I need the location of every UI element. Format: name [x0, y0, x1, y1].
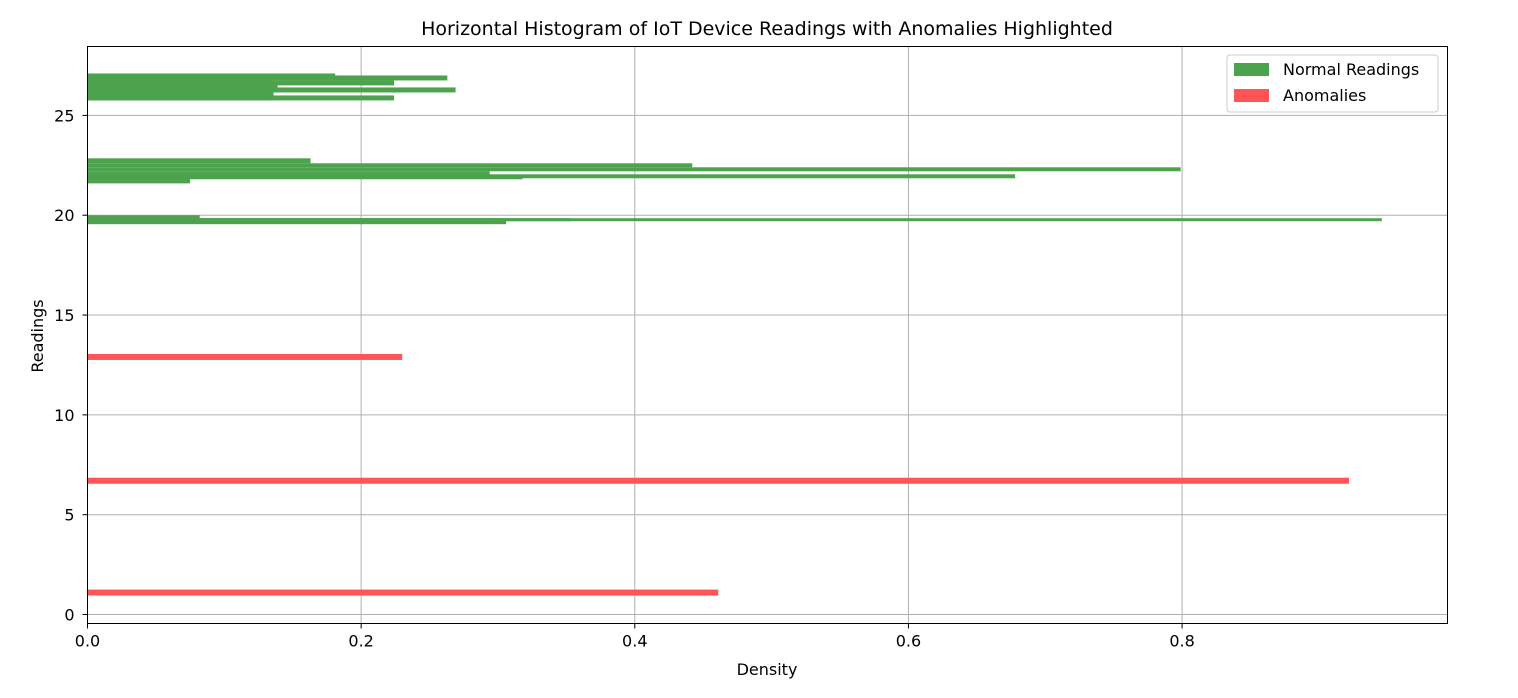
- x-tick-label: 0.4: [622, 632, 647, 651]
- y-tick-label: 25: [54, 106, 74, 125]
- legend: Normal Readings Anomalies: [1226, 54, 1439, 113]
- legend-label-normal: Normal Readings: [1283, 60, 1419, 79]
- x-tick-label: 0.6: [896, 632, 921, 651]
- bar-anomaly: [87, 477, 1349, 484]
- bar-normal-reading: [87, 167, 1181, 172]
- y-tick-label: 0: [64, 606, 74, 625]
- chart-title: Horizontal Histogram of IoT Device Readi…: [421, 18, 1113, 40]
- x-tick-label: 0.2: [348, 632, 373, 651]
- x-tick-label: 0.8: [1169, 632, 1194, 651]
- x-axis-label: Density: [737, 660, 798, 679]
- y-tick-label: 5: [64, 506, 74, 525]
- legend-swatch-anomalies: [1234, 89, 1269, 102]
- bar-anomaly: [87, 353, 403, 360]
- bar-normal-reading: [87, 178, 191, 184]
- bar-normal-reading: [87, 89, 400, 93]
- y-tick-label: 10: [54, 406, 74, 425]
- bar-normal-reading: [87, 73, 336, 78]
- bar-normal-reading: [87, 171, 490, 177]
- grid-lines: [87, 46, 1448, 624]
- y-axis-label: Readings: [28, 299, 47, 372]
- bar-normal-reading: [87, 215, 200, 219]
- bar-normal-reading: [87, 163, 693, 168]
- legend-frame: [1226, 54, 1439, 113]
- bar-normal-reading: [87, 79, 274, 84]
- bar-normal-reading: [87, 92, 274, 101]
- x-tick-label: 0.0: [75, 632, 100, 651]
- bar-normal-reading: [87, 158, 311, 164]
- bar-normal-reading: [87, 218, 1382, 222]
- legend-label-anomalies: Anomalies: [1283, 86, 1366, 105]
- bars: [87, 73, 1382, 596]
- bar-anomaly: [87, 589, 719, 596]
- axes-frame: [87, 46, 1448, 624]
- bar-normal-reading: [87, 174, 1016, 179]
- y-tick-label: 20: [54, 206, 74, 225]
- bar-normal-reading: [87, 75, 448, 81]
- y-tick-label: 15: [54, 306, 74, 325]
- axis-ticks: 0.0 0.2 0.4 0.6 0.8 0 5 10 15 20 25: [54, 106, 1195, 650]
- bar-normal-reading: [87, 83, 278, 90]
- legend-swatch-normal: [1234, 63, 1269, 76]
